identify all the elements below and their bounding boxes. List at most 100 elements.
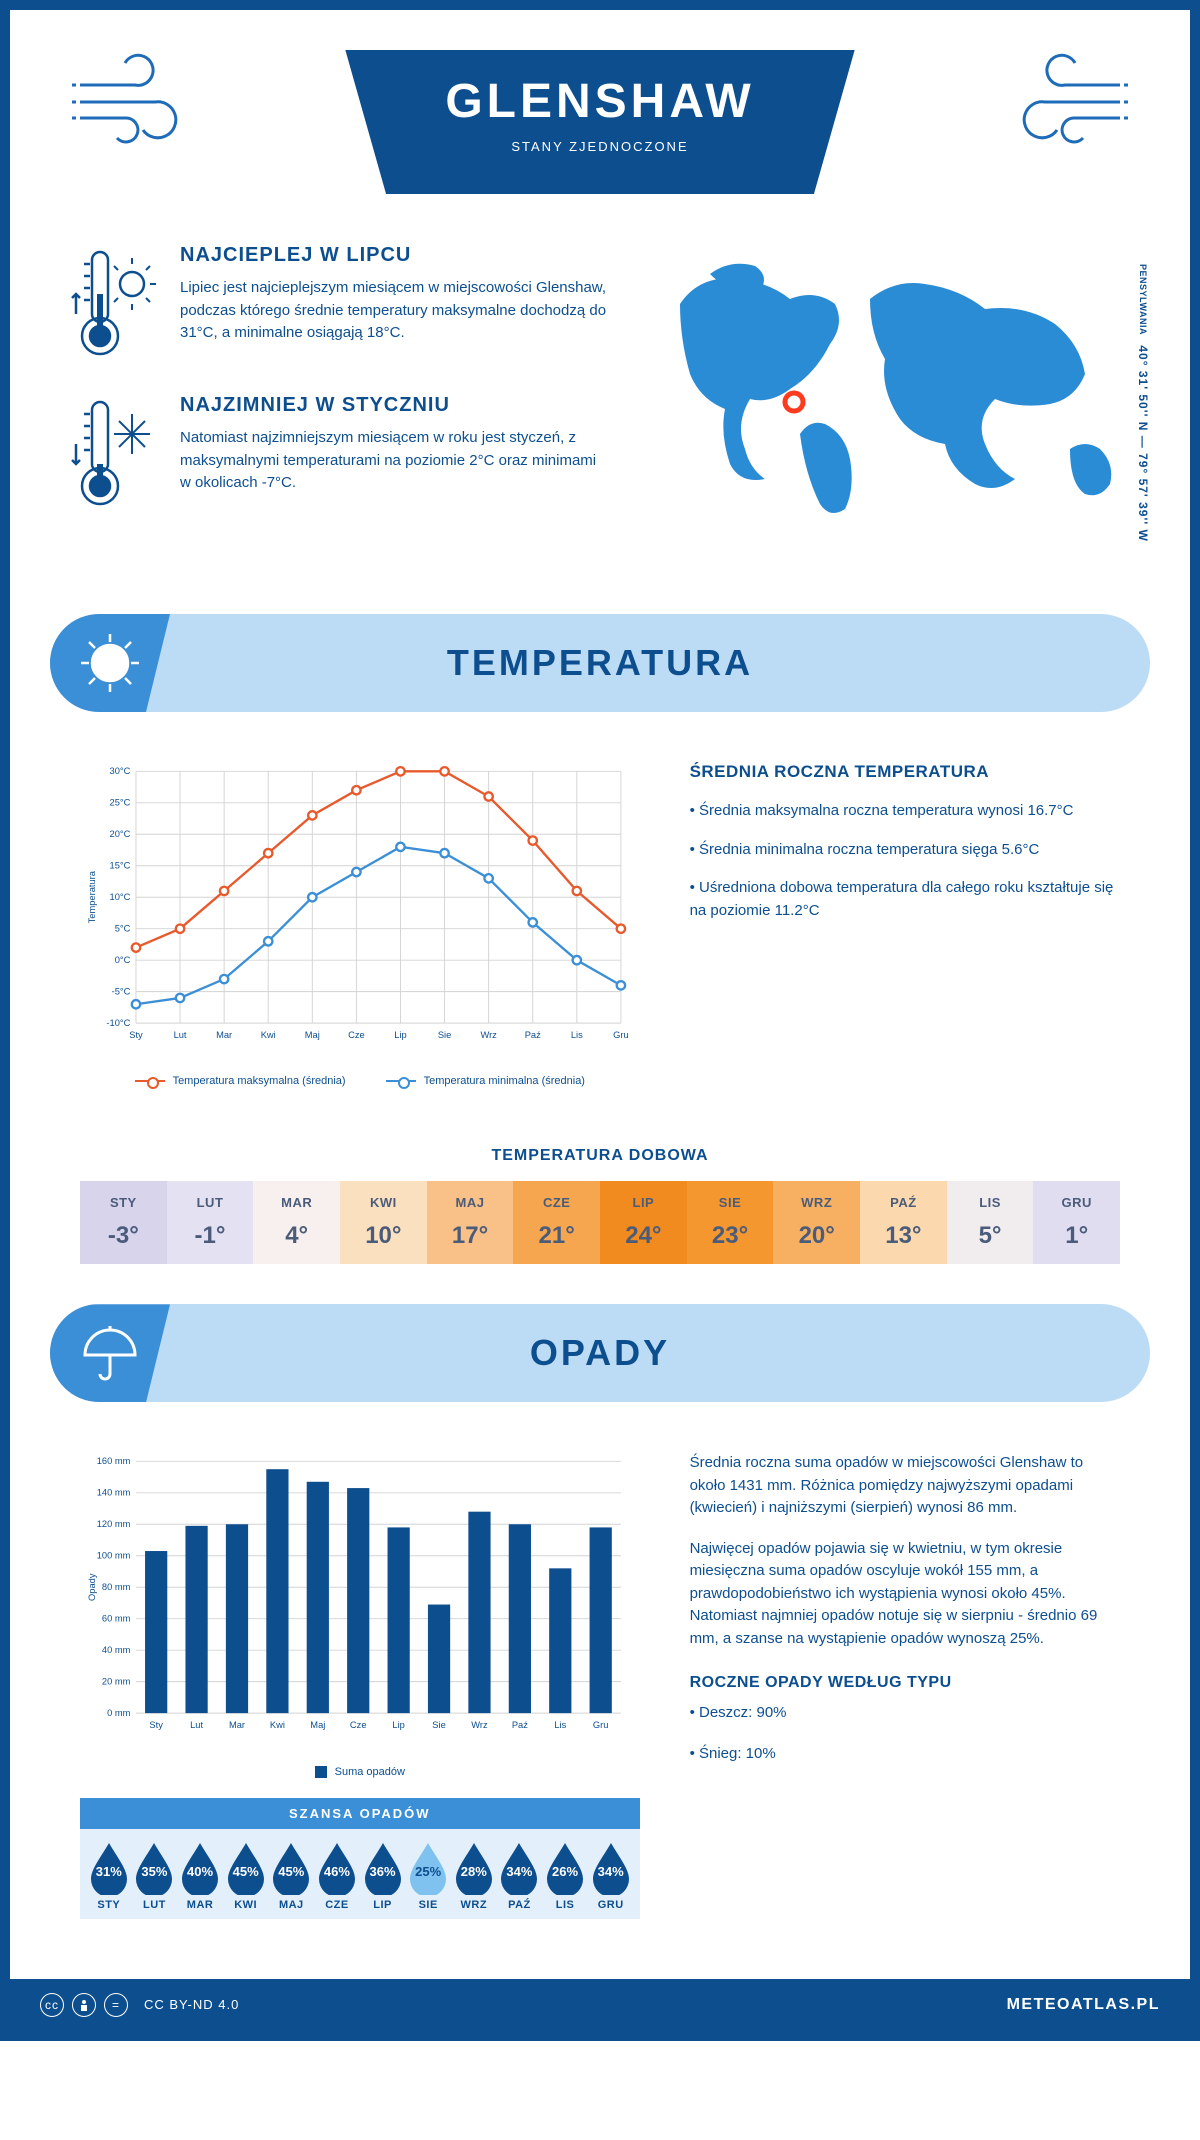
raindrop-icon: 40% — [178, 1841, 222, 1895]
temp-bullet-0: • Średnia maksymalna roczna temperatura … — [690, 800, 1120, 823]
chance-cell: 26% LIS — [542, 1841, 588, 1911]
cc-icon: cc — [40, 1993, 64, 2017]
warmest-text: Lipiec jest najcieplejszym miesiącem w m… — [180, 277, 610, 345]
daily-temp-cell: WRZ20° — [773, 1181, 860, 1264]
precip-type-1: • Śnieg: 10% — [690, 1743, 1120, 1766]
svg-text:Mar: Mar — [229, 1720, 245, 1730]
intro-right: PENSYLWANIA 40° 31' 50'' N — 79° 57' 39'… — [650, 244, 1130, 544]
svg-text:Wrz: Wrz — [471, 1720, 488, 1730]
raindrop-icon: 25% — [406, 1841, 450, 1895]
world-map — [650, 244, 1130, 524]
raindrop-icon: 26% — [543, 1841, 587, 1895]
precipitation-section-header: OPADY — [50, 1304, 1150, 1402]
chance-cell: 45% MAJ — [269, 1841, 315, 1911]
chance-heading: SZANSA OPADÓW — [80, 1798, 640, 1829]
svg-text:Gru: Gru — [593, 1720, 609, 1730]
thermometer-hot-icon — [70, 244, 160, 364]
title-banner: GLENSHAW STANY ZJEDNOCZONE — [345, 50, 854, 194]
chance-cell: 31% STY — [86, 1841, 132, 1911]
raindrop-icon: 45% — [269, 1841, 313, 1895]
temperature-chart: -10°C-5°C0°C5°C10°C15°C20°C25°C30°CStyLu… — [80, 762, 640, 1087]
svg-text:Kwi: Kwi — [270, 1720, 285, 1730]
coldest-heading: NAJZIMNIEJ W STYCZNIU — [180, 394, 610, 417]
intro-row: NAJCIEPLEJ W LIPCU Lipiec jest najcieple… — [10, 214, 1190, 584]
svg-text:Paź: Paź — [512, 1720, 528, 1730]
map-marker-icon — [780, 388, 808, 421]
svg-text:Cze: Cze — [348, 1030, 365, 1040]
svg-text:Opady: Opady — [87, 1574, 97, 1602]
wind-swirl-icon-right — [990, 50, 1130, 150]
svg-text:30°C: 30°C — [110, 766, 131, 776]
svg-text:120 mm: 120 mm — [97, 1519, 131, 1529]
raindrop-icon: 34% — [589, 1841, 633, 1895]
coldest-text: Natomiast najzimniejszym miesiącem w rok… — [180, 427, 610, 495]
coldest-block: NAJZIMNIEJ W STYCZNIU Natomiast najzimni… — [70, 394, 610, 514]
chance-row: 31% STY 35% LUT 40% MAR 45% KWI 45% MAJ — [80, 1829, 640, 1919]
legend-max-label: Temperatura maksymalna (średnia) — [173, 1075, 346, 1087]
region-label: PENSYLWANIA — [1138, 264, 1148, 335]
svg-text:Maj: Maj — [305, 1030, 320, 1040]
footer-site: METEOATLAS.PL — [1007, 1996, 1160, 2014]
svg-text:Mar: Mar — [216, 1030, 232, 1040]
temp-bullet-2: • Uśredniona dobowa temperatura dla całe… — [690, 877, 1120, 922]
chance-cell: 45% KWI — [223, 1841, 269, 1911]
precip-type-0: • Deszcz: 90% — [690, 1702, 1120, 1725]
raindrop-icon: 45% — [224, 1841, 268, 1895]
temp-info-heading: ŚREDNIA ROCZNA TEMPERATURA — [690, 762, 1120, 782]
raindrop-icon: 28% — [452, 1841, 496, 1895]
temperature-title: TEMPERATURA — [447, 642, 753, 683]
cc-nd-icon: = — [104, 1993, 128, 2017]
chance-cell: 28% WRZ — [451, 1841, 497, 1911]
svg-text:Lis: Lis — [554, 1720, 566, 1730]
svg-text:Lip: Lip — [394, 1030, 406, 1040]
raindrop-icon: 36% — [361, 1841, 405, 1895]
legend-max: Temperatura maksymalna (średnia) — [135, 1075, 346, 1087]
svg-text:140 mm: 140 mm — [97, 1488, 131, 1498]
coordinates: PENSYLWANIA 40° 31' 50'' N — 79° 57' 39'… — [1136, 264, 1150, 542]
svg-text:0°C: 0°C — [115, 955, 131, 965]
sun-section-icon — [50, 614, 170, 712]
legend-min-label: Temperatura minimalna (średnia) — [424, 1075, 585, 1087]
location-title: GLENSHAW — [445, 74, 754, 129]
precip-p1: Średnia roczna suma opadów w miejscowośc… — [690, 1452, 1120, 1520]
svg-text:Kwi: Kwi — [261, 1030, 276, 1040]
daily-temp-cell: CZE21° — [513, 1181, 600, 1264]
wind-swirl-icon-left — [70, 50, 210, 150]
cc-by-icon — [72, 1993, 96, 2017]
daily-temp-cell: MAR4° — [253, 1181, 340, 1264]
svg-text:Gru: Gru — [613, 1030, 629, 1040]
footer-license: cc = CC BY-ND 4.0 — [40, 1993, 239, 2017]
precip-p2: Najwięcej opadów pojawia się w kwietniu,… — [690, 1538, 1120, 1651]
daily-temp-cell: LIP24° — [600, 1181, 687, 1264]
chance-cell: 34% PAŹ — [497, 1841, 543, 1911]
svg-text:Paź: Paź — [525, 1030, 541, 1040]
precipitation-row: 0 mm20 mm40 mm60 mm80 mm100 mm120 mm140 … — [10, 1432, 1190, 1948]
svg-text:-10°C: -10°C — [106, 1018, 130, 1028]
svg-text:5°C: 5°C — [115, 923, 131, 933]
svg-text:Lut: Lut — [190, 1720, 203, 1730]
svg-text:-5°C: -5°C — [112, 986, 131, 996]
svg-text:Lis: Lis — [571, 1030, 583, 1040]
svg-text:100 mm: 100 mm — [97, 1551, 131, 1561]
precipitation-title: OPADY — [530, 1332, 670, 1373]
daily-temp-heading: TEMPERATURA DOBOWA — [10, 1147, 1190, 1165]
raindrop-icon: 35% — [132, 1841, 176, 1895]
daily-temp-cell: KWI10° — [340, 1181, 427, 1264]
svg-text:40 mm: 40 mm — [102, 1645, 131, 1655]
daily-temp-cell: LIS5° — [947, 1181, 1034, 1264]
header-row: GLENSHAW STANY ZJEDNOCZONE — [10, 10, 1190, 214]
infographic-page: GLENSHAW STANY ZJEDNOCZONE — [0, 0, 1200, 2041]
footer: cc = CC BY-ND 4.0 METEOATLAS.PL — [10, 1979, 1190, 2031]
svg-text:Sty: Sty — [129, 1030, 143, 1040]
svg-text:Lut: Lut — [174, 1030, 187, 1040]
temperature-section-header: TEMPERATURA — [50, 614, 1150, 712]
daily-temp-cell: MAJ17° — [427, 1181, 514, 1264]
svg-text:20°C: 20°C — [110, 829, 131, 839]
chance-cell: 35% LUT — [132, 1841, 178, 1911]
svg-text:Maj: Maj — [310, 1720, 325, 1730]
warmest-heading: NAJCIEPLEJ W LIPCU — [180, 244, 610, 267]
daily-temp-cell: PAŹ13° — [860, 1181, 947, 1264]
chance-cell: 34% GRU — [588, 1841, 634, 1911]
svg-text:Sie: Sie — [438, 1030, 451, 1040]
coord-value: 40° 31' 50'' N — 79° 57' 39'' W — [1136, 345, 1150, 541]
